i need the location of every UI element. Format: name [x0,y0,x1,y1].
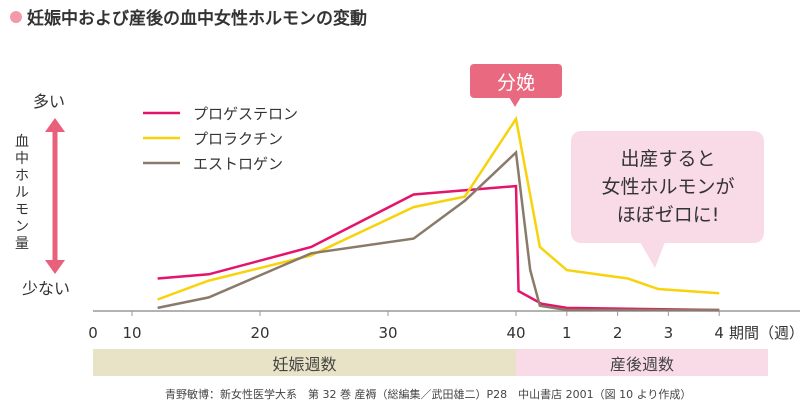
y-label-char: ホ [15,168,29,184]
y-high-label: 多い [33,92,65,111]
x-tick-label: 40 [506,324,525,342]
x-tick-label: 0 [88,324,98,342]
x-tick-label: 4 [714,324,724,342]
delivery-label: 分娩 [497,72,535,94]
x-tick-label: 20 [250,324,269,342]
x-tick-label: 2 [613,324,623,342]
callout-bubble [571,131,764,243]
band-postpartum: 産後週数 [516,349,768,376]
legend-label-2: エストロゲン [193,155,283,173]
y-low-label: 少ない [22,279,70,298]
x-tick-label: 30 [378,324,397,342]
y-label-char: モ [15,202,29,218]
title-text: 妊娠中および産後の血中女性ホルモンの変動 [27,9,367,29]
x-tick-label: 3 [664,324,674,342]
legend-label-1: プロラクチン [193,130,283,148]
page-title: 妊娠中および産後の血中女性ホルモンの変動 [10,4,367,29]
callout-text-1: 女性ホルモンが [601,176,734,198]
y-arrow-up-icon [45,118,65,132]
callout-text-0: 出産すると [620,148,715,170]
delivery-badge [470,64,562,98]
y-label-char: ン [15,219,29,235]
y-label-char: ル [15,185,29,201]
y-label-char: 血 [15,134,29,150]
callout-text-2: ほぼゼロに! [617,204,720,226]
legend-label-0: プロゲステロン [193,105,298,123]
y-label-char: 中 [15,151,29,167]
y-arrow-down-icon [45,260,65,274]
x-tick-label: 1 [562,324,572,342]
band-pregnancy: 妊娠週数 [93,349,516,376]
y-label-char: 量 [15,236,29,252]
bullet-icon [10,10,22,23]
delivery-badge-pointer [509,97,521,107]
callout-pointer [640,242,665,268]
series-line-2 [157,149,720,312]
x-axis-unit: 期間（週） [729,324,804,342]
source-citation: 青野敏博：新女性医学大系 第 32 巻 産褥（総編集／武田雄二）P28 中山書店… [165,388,692,401]
x-tick-label: 10 [122,324,141,342]
